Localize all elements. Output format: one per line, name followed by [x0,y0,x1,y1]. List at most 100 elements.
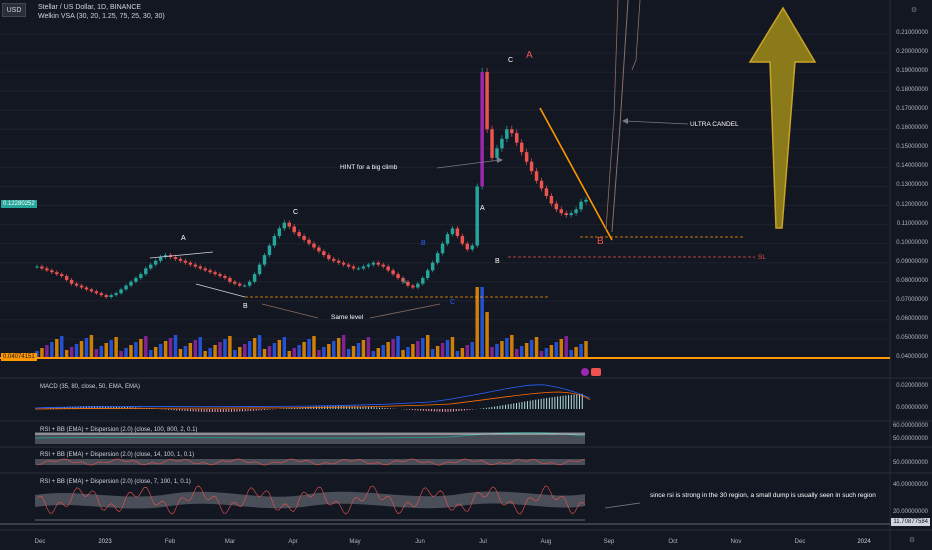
hint-arrow[interactable] [436,159,501,169]
candle [282,222,287,229]
chart-title[interactable]: Stellar / US Dollar, 1D, BINANCE [38,4,142,11]
volume-bar [267,346,272,357]
wave-label[interactable]: C [450,299,456,306]
candle [223,276,227,278]
rsi1-title[interactable]: RSI + BB (EMA) + Dispersion (2.0) (close… [40,427,198,433]
volume-bar [519,346,524,357]
time-tick: Dec [34,539,46,545]
price-tick: 0.18000000 [896,87,928,94]
rsi2-band [35,459,585,465]
candle [440,243,445,254]
candle [198,266,202,269]
candle [425,270,430,278]
price-tick: 0.21000000 [896,30,928,36]
wave-label-big[interactable]: B [597,236,604,247]
sl-label[interactable]: SL [758,254,766,261]
candle [144,268,148,275]
price-tick: 0.13000000 [896,182,928,189]
same-level-label[interactable]: Same level [331,314,364,321]
wave-label[interactable]: A [480,205,485,212]
news-flag-icon[interactable] [591,368,601,376]
price-tick: 0.09000000 [896,258,928,265]
candle [475,186,479,246]
wave-label-big[interactable]: A [526,50,533,61]
rsi-note-arrow[interactable] [604,502,641,509]
price-grid [0,33,890,359]
price-tick: 0.08000000 [896,277,928,284]
candle [356,268,361,270]
wave-label[interactable]: C [508,57,514,64]
rsi3-title[interactable]: RSI + BB (EMA) + Dispersion (2.0) (close… [40,479,191,485]
volume-bar [218,342,222,357]
wave-label[interactable]: C [293,209,299,216]
same-level-arrow-left[interactable] [261,303,319,319]
volume-bar [515,349,519,357]
time-tick: Dec [794,539,806,545]
ultra-candle-label[interactable]: ULTRA CANDEL [690,121,739,128]
volume-bar [50,342,54,357]
wave-label[interactable]: A [402,279,407,286]
descending-trendline[interactable] [539,107,613,241]
rsi-note-label[interactable]: since rsi is strong in the 30 region, a … [650,492,876,499]
candle [381,264,385,267]
symbol-badge[interactable]: USD [2,3,26,17]
candle [193,264,198,267]
wave-label[interactable]: A [181,235,186,242]
rsi3-band [35,491,585,509]
rsi3-value-tag: 11.70877584 [891,518,930,526]
time-tick: 2024 [857,539,871,545]
rsi1-tick: 50.00000000 [892,436,928,442]
ultra-arrow[interactable] [624,120,689,125]
time-tick: Oct [668,539,678,545]
price-tick: 0.05000000 [896,334,928,341]
candle [312,243,316,248]
volume-bar [262,349,267,357]
hint-label[interactable]: HINT for a big climb [340,164,398,171]
event-marker-icon[interactable] [581,368,589,376]
wave-label[interactable]: B [421,240,426,247]
rsi1-line [34,432,586,439]
candle [421,277,425,284]
wave-label[interactable]: B [495,258,500,265]
candle [406,281,410,286]
volume-bar [524,343,529,357]
candle [332,258,336,261]
projection-path-2[interactable] [605,0,619,231]
volume-bar [193,340,198,357]
candle [341,262,346,265]
price-tick: 0.07000000 [896,296,928,303]
candle [55,272,59,275]
volume-bar [534,337,539,357]
candle [35,266,39,268]
volume-bar [430,349,435,357]
rsi2-title[interactable]: RSI + BB (EMA) + Dispersion (2.0) (close… [40,452,195,458]
indicator-title[interactable]: Welkin VSA (30, 20, 1.25, 75, 25, 30, 30… [38,13,165,20]
candle [416,283,420,288]
candle [445,234,450,244]
gear-icon[interactable]: ⚙ [908,537,916,544]
candle [104,295,108,298]
projection-path[interactable] [611,0,629,233]
candle [564,213,568,216]
volume-bar [257,335,262,357]
volume-bar [242,344,247,357]
candle [500,138,504,149]
volume-bar [480,287,484,357]
same-level-arrow-right[interactable] [369,303,441,319]
candle [139,274,143,278]
candle [69,279,74,284]
time-tick: 2023 [98,539,112,545]
settings-gear-icon[interactable]: ⚙ [910,7,918,14]
volume-bar [134,342,138,357]
projection-path-3[interactable] [631,0,641,71]
wave-label[interactable]: B [243,303,248,310]
candle [74,283,79,286]
volume-bar [233,350,237,357]
macd-title[interactable]: MACD (35, 80, close, 50, EMA, EMA) [40,384,141,390]
volume-bar [272,343,277,357]
trendline-bottom[interactable] [195,283,246,298]
big-up-arrow-icon[interactable] [748,6,817,229]
candle [386,266,390,271]
trendline-top[interactable] [149,251,214,259]
